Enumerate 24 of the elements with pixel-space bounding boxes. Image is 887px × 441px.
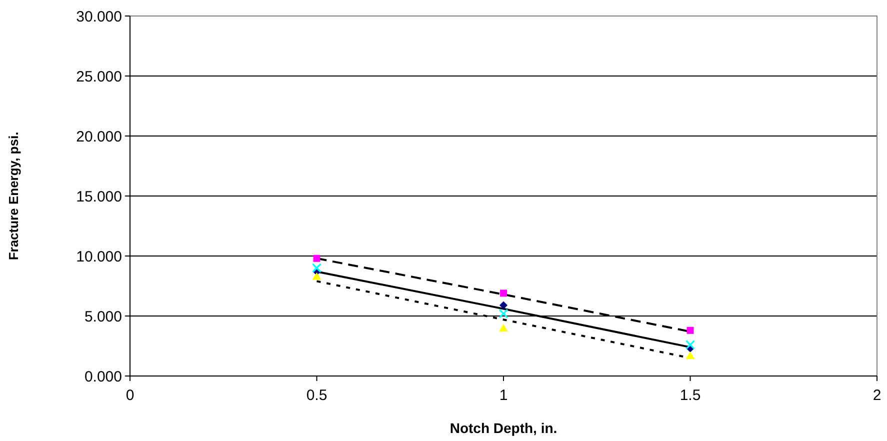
y-tick-label: 20.000 bbox=[76, 128, 122, 146]
point bbox=[312, 263, 322, 273]
point bbox=[686, 352, 695, 360]
y-tick-label: 10.000 bbox=[76, 248, 122, 266]
y-tick-label: 0.000 bbox=[84, 368, 122, 386]
point bbox=[313, 254, 320, 262]
x-tick-label: 0.5 bbox=[306, 387, 328, 404]
point bbox=[685, 340, 696, 350]
x-tick-label: 0 bbox=[126, 387, 134, 404]
x-tick-label: 1.5 bbox=[680, 387, 701, 404]
point bbox=[499, 324, 508, 332]
x-tick-label: 1 bbox=[499, 387, 508, 404]
point bbox=[686, 326, 694, 334]
point bbox=[498, 308, 508, 318]
y-tick-label: 30.000 bbox=[76, 8, 122, 26]
y-tick-label: 25.000 bbox=[76, 68, 122, 86]
point bbox=[312, 272, 322, 280]
y-tick-label: 15.000 bbox=[76, 188, 122, 206]
y-axis-title: Fracture Energy, psi. bbox=[6, 132, 21, 260]
x-tick-label: 2 bbox=[872, 387, 882, 404]
x-axis-title: Notch Depth, in. bbox=[450, 420, 558, 436]
point bbox=[500, 290, 507, 297]
y-tick-label: 5.000 bbox=[84, 308, 122, 326]
point bbox=[500, 301, 508, 310]
